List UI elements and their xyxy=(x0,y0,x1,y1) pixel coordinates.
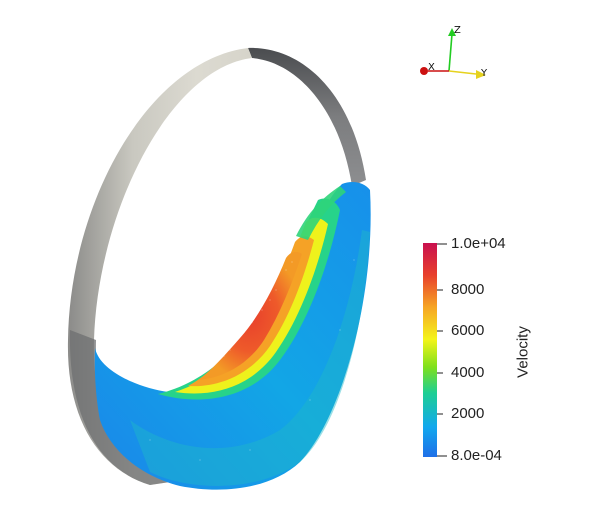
scalar-bar-max-label: 1.0e+04 xyxy=(451,235,506,252)
ring-inner-wall xyxy=(248,47,366,186)
scalar-bar-tick-4000: 4000 xyxy=(451,364,485,381)
axis-y-label: Y xyxy=(480,68,488,79)
scalar-bar xyxy=(423,243,447,457)
fluid-teal-band xyxy=(130,230,370,486)
fluid-red-core xyxy=(198,251,302,380)
scalar-bar-title: Velocity xyxy=(514,326,532,378)
orientation-axes: Z X Y xyxy=(420,25,488,79)
scalar-bar-tick-8000: 8000 xyxy=(451,281,485,298)
fluid-top-green xyxy=(296,186,346,240)
scalar-bar-tick-2000: 2000 xyxy=(451,405,485,422)
scalar-bar-min-label: 8.0e-04 xyxy=(451,447,502,464)
axis-x-label: X xyxy=(428,62,435,73)
axis-z-label: Z xyxy=(454,25,461,36)
scalar-bar-tick-6000: 6000 xyxy=(451,322,485,339)
fluid-speckle xyxy=(149,259,355,461)
scalar-bar-gradient xyxy=(423,243,437,457)
